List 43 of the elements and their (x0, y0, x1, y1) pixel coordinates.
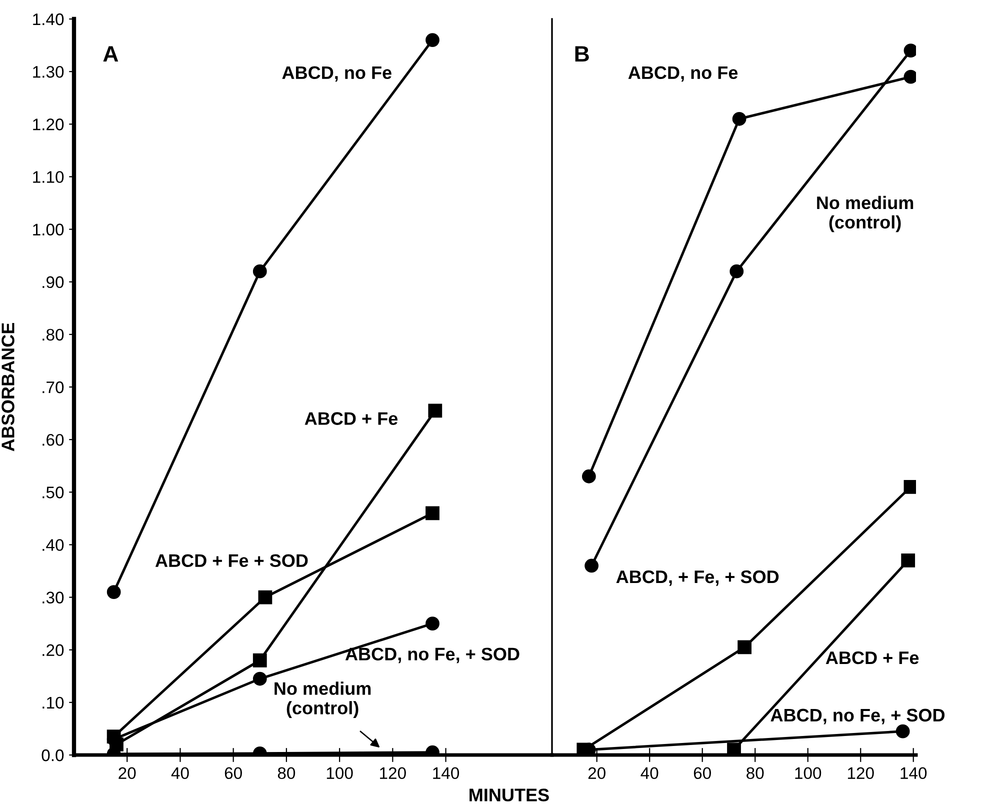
x-tick-label: 80 (746, 767, 764, 780)
x-tick-label: 20 (118, 767, 136, 780)
series-label: ABCD, no Fe (628, 66, 738, 82)
y-tick-label: .20 (42, 644, 64, 656)
y-tick-label: 1.00 (33, 224, 64, 236)
y-tick-label: 1.10 (33, 171, 64, 183)
y-tick-label: .40 (42, 539, 64, 551)
y-tick-label: .60 (42, 434, 64, 446)
series-label: ABCD + Fe (826, 651, 919, 664)
y-tick-label: .90 (42, 276, 64, 288)
series-label: ABCD + Fe (304, 412, 398, 425)
series-label: No medium (control) (817, 196, 914, 232)
y-tick-label: .80 (42, 328, 64, 341)
x-tick-label: 80 (278, 767, 296, 780)
y-tick-label: .30 (42, 592, 64, 604)
x-tick-label: 140 (900, 767, 927, 780)
y-tick-label: 1.40 (33, 13, 64, 26)
y-axis-title: ABSORBANCE (2, 323, 14, 452)
x-tick-label: 100 (795, 767, 822, 780)
x-tick-label: 140 (433, 767, 460, 780)
x-tick-label: 60 (694, 767, 711, 780)
text: B (575, 46, 589, 62)
x-axis-title: MINUTES (470, 788, 549, 802)
y-tick-label: .70 (42, 381, 64, 394)
x-tick-label: 40 (171, 767, 189, 780)
x-tick-label: 100 (326, 767, 353, 780)
series-label: ABCD, no Fe, + SOD (345, 648, 520, 664)
x-tick-label: 40 (640, 767, 658, 780)
series-label: ABCD + Fe + SOD (155, 554, 308, 568)
y-tick-label: .50 (42, 486, 64, 498)
x-tick-label: 20 (588, 767, 606, 780)
series-label: No medium (control) (274, 682, 371, 718)
y-tick-label: 0.0 (42, 749, 64, 762)
series-label: ABCD, no Fe (282, 66, 392, 82)
y-tick-label: .10 (42, 696, 64, 709)
text: A (103, 46, 118, 62)
x-tick-label: 60 (224, 767, 242, 780)
x-tick-label: 120 (380, 767, 406, 780)
y-tick-label: 1.20 (33, 118, 64, 130)
series-label: ABCD, no Fe, + SOD (770, 708, 945, 724)
x-tick-label: 120 (848, 767, 874, 780)
series-label: ABCD, + Fe, + SOD (616, 570, 779, 586)
y-tick-label: 1.30 (33, 66, 64, 78)
